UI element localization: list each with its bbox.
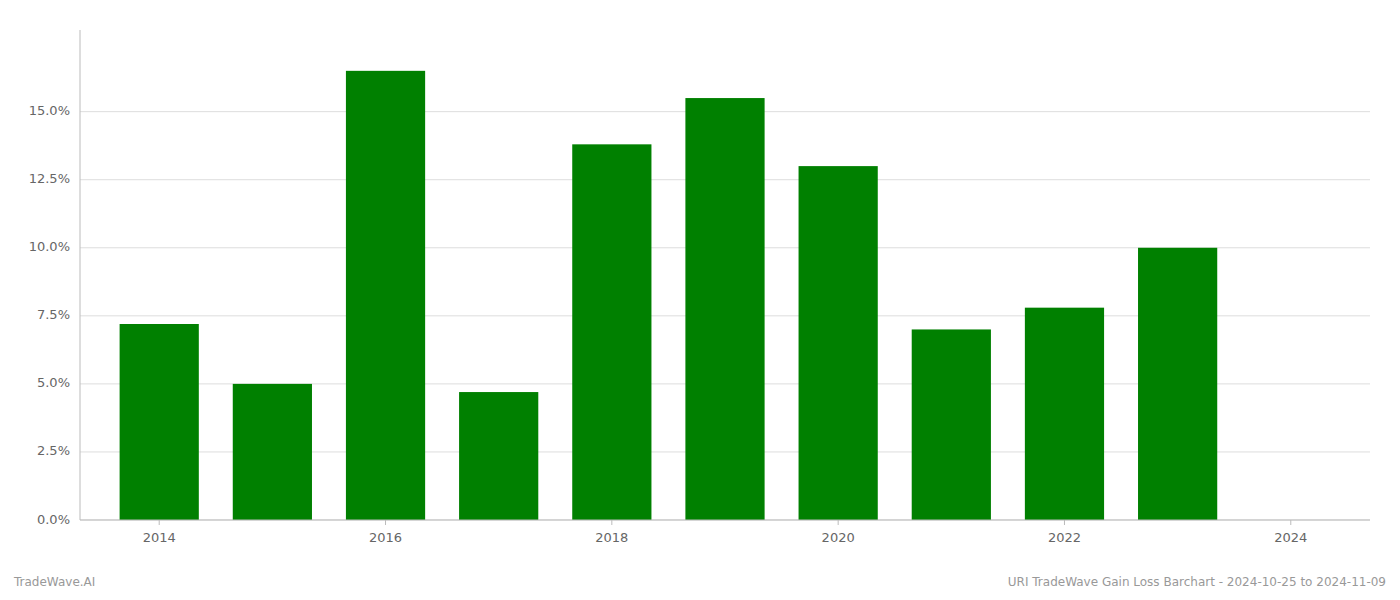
bar [120, 324, 199, 520]
x-tick-label: 2016 [369, 530, 402, 545]
y-tick-label: 7.5% [37, 307, 70, 322]
bar [1138, 248, 1217, 520]
y-tick-label: 2.5% [37, 443, 70, 458]
y-axis-line [80, 30, 81, 520]
y-tick-label: 5.0% [37, 375, 70, 390]
bar [799, 166, 878, 520]
y-tick-label: 10.0% [29, 239, 70, 254]
grid-line [80, 520, 1370, 521]
x-tick [611, 520, 612, 525]
x-tick [838, 520, 839, 525]
x-tick-label: 2024 [1274, 530, 1307, 545]
x-tick [1290, 520, 1291, 525]
annotation: URI TradeWave Gain Loss Barchart - 2024-… [1008, 575, 1386, 589]
bar [912, 329, 991, 520]
x-tick [1064, 520, 1065, 525]
bar [572, 144, 651, 520]
chart: 0.0%2.5%5.0%7.5%10.0%12.5%15.0%201420162… [0, 0, 1400, 600]
bar [1025, 308, 1104, 520]
y-tick-label: 15.0% [29, 103, 70, 118]
x-axis-line [80, 520, 1370, 521]
bars [120, 71, 1218, 520]
bar [685, 98, 764, 520]
x-tick-label: 2022 [1048, 530, 1081, 545]
x-tick [385, 520, 386, 525]
bar [233, 384, 312, 520]
x-tick [159, 520, 160, 525]
y-tick-label: 12.5% [29, 171, 70, 186]
x-tick-label: 2014 [143, 530, 176, 545]
y-axis: 0.0% 2.5% 5.0% 7.5% 10.0% 12.5% 15.0% [29, 30, 80, 527]
bar [346, 71, 425, 520]
y-tick-label: 0.0% [37, 512, 70, 527]
annotations: TradeWave.AI URI TradeWave Gain Loss Barc… [13, 575, 1386, 589]
x-tick-label: 2018 [595, 530, 628, 545]
annotation: TradeWave.AI [13, 575, 95, 589]
x-tick-label: 2020 [822, 530, 855, 545]
bar [459, 392, 538, 520]
x-axis: 2014 2016 2018 2020 2022 2024 [80, 520, 1370, 545]
